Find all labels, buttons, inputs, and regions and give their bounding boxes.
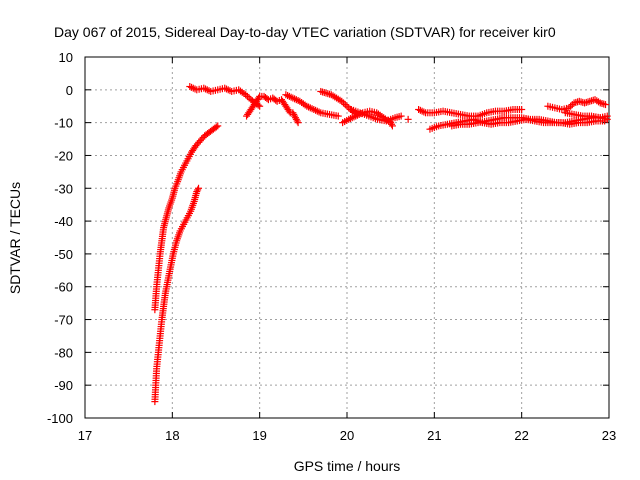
y-tick-label: -100 <box>47 411 73 426</box>
data-point-marker <box>603 115 611 123</box>
x-tick-label: 21 <box>427 428 441 443</box>
y-tick-label: -70 <box>54 313 73 328</box>
data-point-marker <box>203 86 211 94</box>
series-arc-4 <box>243 92 294 120</box>
series-arc-10 <box>404 115 412 123</box>
series-arc-1 <box>151 122 222 314</box>
y-tick-label: -60 <box>54 280 73 295</box>
x-tick-label: 18 <box>165 428 179 443</box>
y-tick-label: 0 <box>66 83 73 98</box>
data-point-marker <box>294 119 302 127</box>
x-tick-label: 23 <box>602 428 616 443</box>
series-arc-3 <box>186 83 264 110</box>
series-arc-2 <box>151 184 203 406</box>
series-arc-14 <box>544 96 610 114</box>
data-point-marker <box>189 84 197 92</box>
x-tick-label: 20 <box>340 428 354 443</box>
y-tick-label: -40 <box>54 214 73 229</box>
chart-title: Day 067 of 2015, Sidereal Day-to-day VTE… <box>54 24 556 40</box>
series-arc-8 <box>339 107 396 130</box>
data-point-marker <box>388 120 396 128</box>
data-point-marker <box>388 122 396 130</box>
y-tick-label: -50 <box>54 247 73 262</box>
series-arc-6 <box>289 109 302 127</box>
x-axis-label: GPS time / hours <box>294 458 401 474</box>
data-point-marker <box>214 122 222 130</box>
data-point-marker <box>255 94 263 102</box>
y-tick-label: 10 <box>59 50 73 65</box>
y-tick-label: -10 <box>54 116 73 131</box>
grid-lines <box>85 57 609 418</box>
data-point-marker <box>341 101 349 109</box>
y-tick-label: -30 <box>54 181 73 196</box>
data-point-marker <box>293 117 301 125</box>
data-point-marker <box>194 186 202 194</box>
data-point-marker <box>518 106 526 114</box>
data-point-marker <box>212 123 220 131</box>
data-point-marker <box>418 107 426 115</box>
series-arc-5 <box>282 91 342 120</box>
y-tick-label: -90 <box>54 378 73 393</box>
series-arc-9 <box>347 106 405 125</box>
data-point-marker <box>195 184 203 192</box>
data-point-marker <box>343 102 351 110</box>
data-point-marker <box>285 107 293 115</box>
x-tick-label: 22 <box>514 428 528 443</box>
y-tick-label: -20 <box>54 148 73 163</box>
data-point-marker <box>602 101 610 109</box>
data-point-marker <box>256 102 264 110</box>
series-arc-15 <box>561 109 611 123</box>
data-points <box>151 83 611 406</box>
data-point-marker <box>397 112 405 120</box>
data-point-marker <box>334 112 342 120</box>
axis-ticks: 17 18 19 20 21 22 23 10 0 -10 -20 -30 -40 -50 -60 -70 -8… <box>47 50 616 443</box>
x-tick-label: 17 <box>78 428 92 443</box>
x-tick-label: 19 <box>252 428 266 443</box>
data-point-marker <box>224 86 232 94</box>
y-axis-label: SDTVAR / TECUs <box>7 182 23 294</box>
data-point-marker <box>404 115 412 123</box>
y-tick-label: -80 <box>54 345 73 360</box>
